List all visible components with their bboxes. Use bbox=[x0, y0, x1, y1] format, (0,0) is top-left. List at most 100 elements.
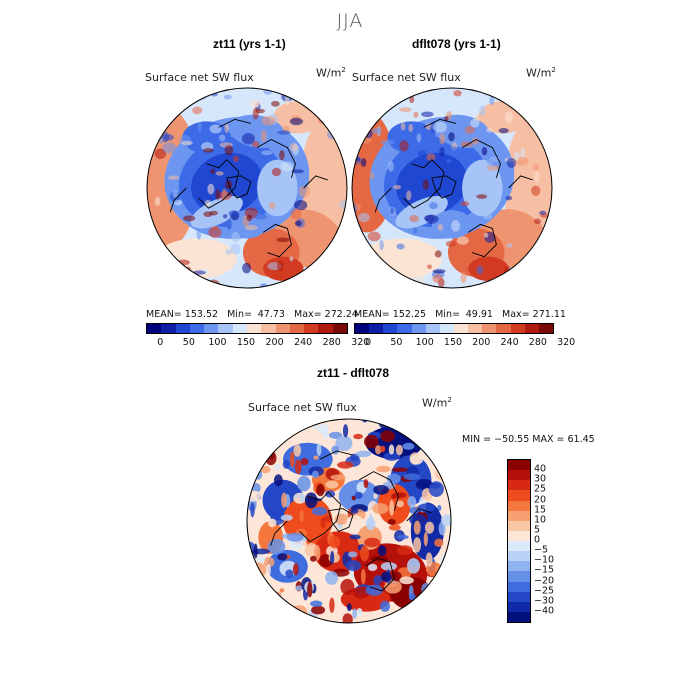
field-detail-patch bbox=[416, 437, 429, 442]
field-detail-patch bbox=[531, 114, 542, 126]
field-detail-patch bbox=[486, 164, 500, 171]
field-detail-patch bbox=[400, 433, 412, 442]
field-detail-patch bbox=[498, 127, 509, 134]
field-detail-patch bbox=[434, 538, 444, 548]
field-detail-patch bbox=[421, 111, 434, 118]
colorbar-tick-label: −25 bbox=[534, 585, 555, 597]
field-detail-patch bbox=[384, 580, 402, 594]
field-detail-patch bbox=[387, 519, 396, 525]
coastline bbox=[299, 491, 342, 543]
map-boundary bbox=[146, 87, 348, 289]
field-detail-patch bbox=[345, 560, 362, 572]
field-detail-patch bbox=[413, 537, 422, 553]
field-detail-patch bbox=[335, 435, 353, 451]
field-detail-patch bbox=[181, 140, 193, 146]
field-detail-patch bbox=[456, 236, 469, 245]
field-contour-region bbox=[396, 152, 468, 216]
field-detail-patch bbox=[288, 614, 303, 623]
field-detail-patch bbox=[360, 158, 367, 167]
field-detail-patch bbox=[265, 450, 277, 466]
field-detail-patch bbox=[208, 226, 222, 238]
field-detail-patch bbox=[439, 426, 444, 435]
field-detail-patch bbox=[308, 270, 322, 276]
field-detail-patch bbox=[390, 90, 399, 98]
field-detail-patch bbox=[371, 128, 382, 134]
field-detail-patch bbox=[309, 600, 323, 607]
coastline bbox=[467, 223, 497, 258]
coastline bbox=[256, 138, 296, 179]
field-detail-patch bbox=[330, 550, 335, 565]
field-detail-patch bbox=[424, 214, 436, 222]
colorbar-swatch bbox=[508, 541, 530, 552]
field-detail-patch bbox=[292, 563, 299, 576]
field-detail-patch bbox=[224, 145, 234, 156]
colorbar-swatch bbox=[289, 324, 305, 333]
field-detail-patch bbox=[400, 122, 406, 131]
field-detail-patch bbox=[250, 443, 256, 451]
field-detail-patch bbox=[352, 275, 358, 281]
field-detail-patch bbox=[448, 132, 455, 142]
field-detail-patch bbox=[379, 600, 391, 612]
field-detail-patch bbox=[367, 231, 381, 242]
field-detail-patch bbox=[476, 265, 484, 275]
colorbar-swatch bbox=[508, 591, 530, 602]
field-contour-region bbox=[401, 88, 503, 120]
field-detail-patch bbox=[338, 125, 344, 133]
field-detail-patch bbox=[270, 100, 280, 107]
field-detail-patch bbox=[511, 88, 519, 92]
field-detail-patch bbox=[282, 459, 291, 469]
colorbar-tick-label: 320 bbox=[351, 337, 370, 348]
colorbar-tick-label: 280 bbox=[528, 337, 547, 348]
colorbar-swatch bbox=[482, 324, 497, 333]
panel-2-colorbar bbox=[354, 323, 554, 334]
field-detail-patch bbox=[309, 555, 317, 562]
field-detail-patch bbox=[304, 492, 318, 509]
colorbar-tick-label: 100 bbox=[208, 337, 227, 348]
field-detail-patch bbox=[289, 451, 295, 468]
field-detail-patch bbox=[429, 202, 438, 210]
field-detail-patch bbox=[277, 130, 291, 135]
field-detail-patch bbox=[291, 169, 304, 174]
field-detail-patch bbox=[281, 610, 293, 621]
field-detail-patch bbox=[247, 580, 258, 587]
colorbar-swatch bbox=[538, 324, 553, 333]
field-detail-patch bbox=[266, 563, 271, 577]
field-detail-patch bbox=[250, 502, 255, 518]
colorbar-swatch bbox=[508, 611, 530, 622]
field-detail-patch bbox=[289, 117, 304, 126]
field-detail-patch bbox=[441, 432, 447, 444]
field-detail-patch bbox=[268, 518, 277, 528]
colorbar-swatch bbox=[355, 324, 370, 333]
colorbar-swatch bbox=[508, 520, 530, 531]
field-detail-patch bbox=[246, 214, 253, 222]
field-detail-patch bbox=[329, 597, 335, 613]
field-detail-patch bbox=[327, 275, 337, 282]
field-detail-patch bbox=[375, 445, 382, 455]
field-detail-patch bbox=[388, 444, 395, 455]
field-detail-patch bbox=[446, 159, 452, 164]
panel-1-title: zt11 (yrs 1-1) bbox=[213, 37, 286, 51]
field-detail-patch bbox=[531, 185, 541, 196]
field-detail-patch bbox=[330, 259, 342, 265]
colorbar-swatch bbox=[318, 324, 333, 333]
field-detail-patch bbox=[253, 543, 258, 559]
field-detail-patch bbox=[311, 90, 325, 97]
field-detail-patch bbox=[369, 92, 377, 105]
field-detail-patch bbox=[423, 531, 428, 547]
colorbar-tick-label: 25 bbox=[534, 483, 547, 495]
colorbar-swatch bbox=[508, 480, 530, 491]
field-detail-patch bbox=[298, 185, 311, 198]
field-detail-patch bbox=[289, 143, 298, 152]
colorbar-tick-label: 0 bbox=[157, 337, 164, 348]
field-detail-patch bbox=[369, 172, 375, 180]
field-detail-patch bbox=[340, 578, 355, 595]
field-detail-patch bbox=[344, 268, 347, 279]
field-detail-patch bbox=[279, 150, 285, 161]
colorbar-tick-label: 10 bbox=[534, 514, 547, 526]
field-detail-patch bbox=[464, 125, 475, 135]
coastline bbox=[359, 471, 399, 511]
field-detail-patch bbox=[413, 520, 421, 535]
field-detail-patch bbox=[533, 218, 541, 224]
field-detail-patch bbox=[483, 232, 489, 238]
field-detail-patch bbox=[357, 212, 370, 223]
